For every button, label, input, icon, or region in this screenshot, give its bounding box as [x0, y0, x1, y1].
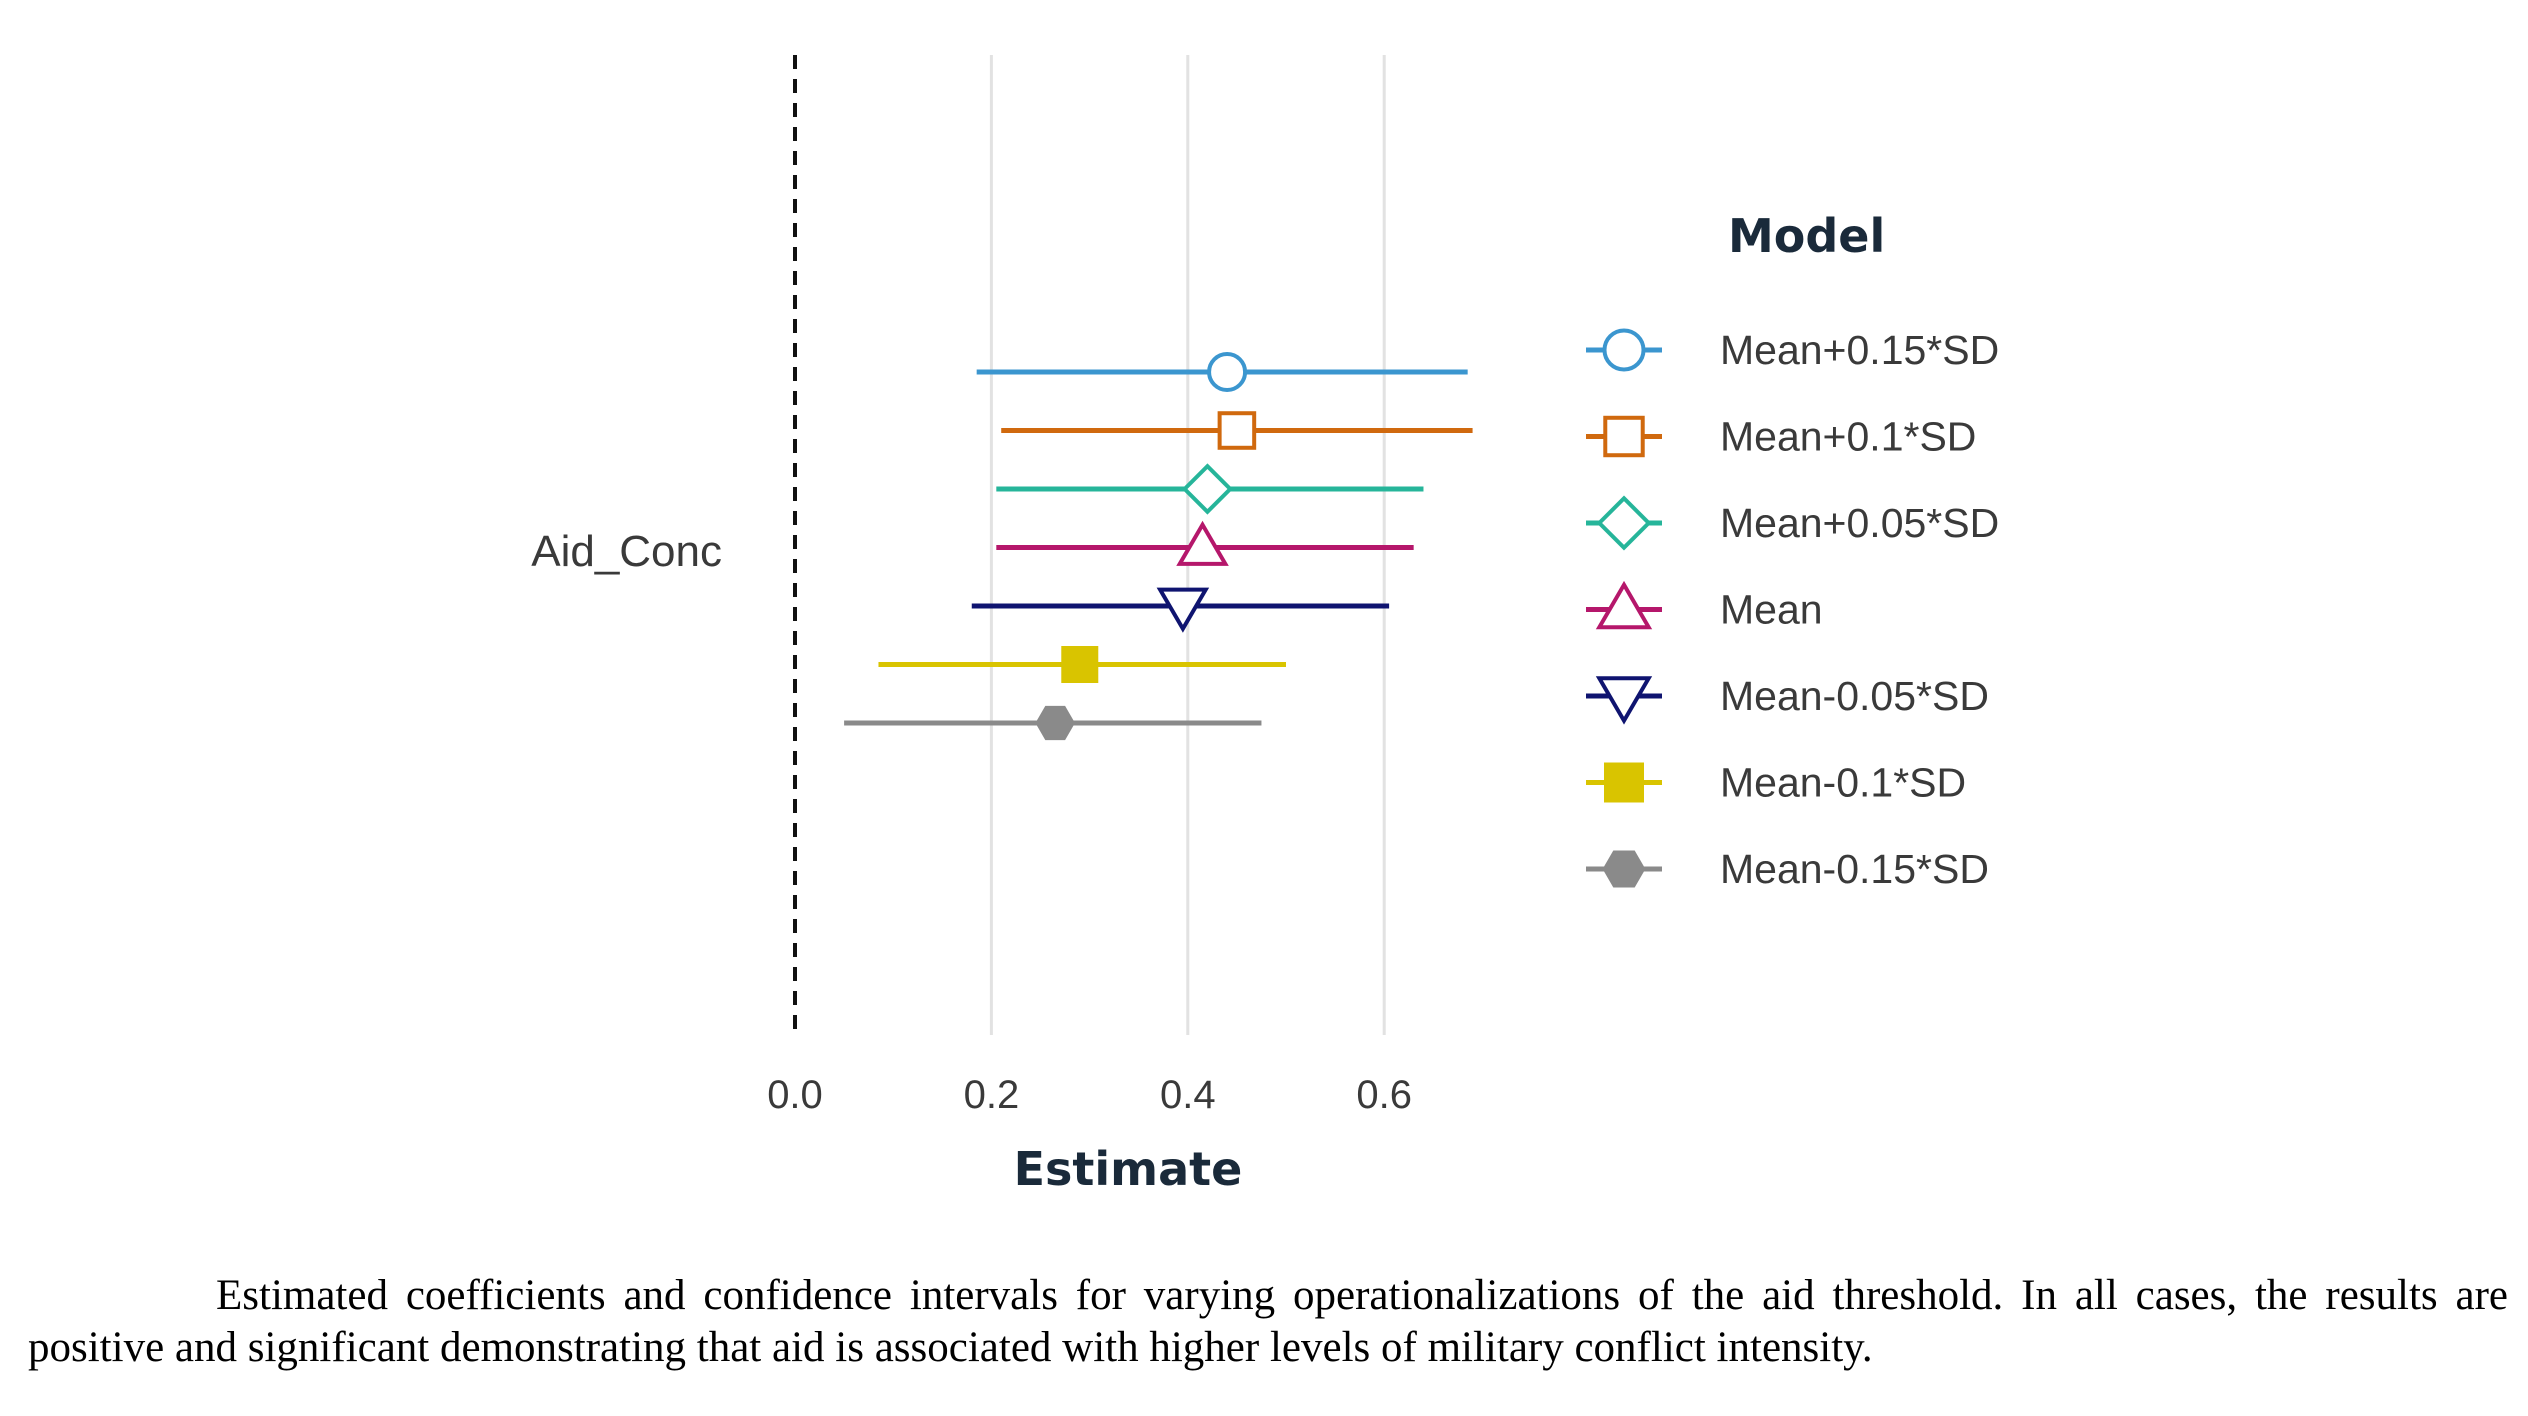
- estimate-point: [1181, 463, 1234, 515]
- legend-title: Model: [1728, 209, 1885, 263]
- legend-label: Mean+0.15*SD: [1720, 327, 1999, 373]
- legend-item: Mean-0.1*SD: [1586, 760, 1966, 806]
- legend-label: Mean+0.05*SD: [1720, 500, 1999, 546]
- coefficient-plot: 0.0 0.2 0.4 0.6 Aid_Conc Estimate Model Mea…: [531, 55, 1999, 1196]
- y-category-label: Aid_Conc: [531, 527, 722, 576]
- series-Mean-0.1*SD: [878, 646, 1286, 683]
- legend-key-marker: [1602, 328, 1646, 372]
- series-Mean+0.05*SD: [996, 463, 1424, 515]
- legend-label: Mean: [1720, 587, 1823, 633]
- legend-item: Mean+0.1*SD: [1586, 414, 1976, 460]
- legend-label: Mean+0.1*SD: [1720, 414, 1976, 460]
- legend-key-marker: [1603, 415, 1645, 458]
- x-axis-title: Estimate: [1014, 1142, 1243, 1196]
- estimate-point: [1176, 520, 1229, 566]
- estimate-point: [1035, 705, 1075, 741]
- estimate-point: [1156, 587, 1210, 633]
- legend-item: Mean: [1586, 580, 1823, 633]
- legend-item: Mean-0.15*SD: [1586, 846, 1989, 892]
- legend-key-marker: [1602, 850, 1646, 888]
- legend-item: Mean+0.15*SD: [1586, 327, 1999, 373]
- estimate-point: [1207, 352, 1248, 392]
- figure-caption: Estimated coefficients and confidence in…: [28, 1272, 2508, 1371]
- series-Mean+0.1*SD: [1001, 411, 1473, 450]
- series-Mean: [996, 520, 1414, 566]
- series-Mean+0.15*SD: [976, 352, 1468, 392]
- legend-label: Mean-0.1*SD: [1720, 760, 1966, 806]
- legend-key-marker: [1604, 762, 1644, 803]
- legend-label: Mean-0.15*SD: [1720, 846, 1989, 892]
- legend-key-marker: [1595, 580, 1653, 630]
- legend-key-marker: [1596, 495, 1652, 551]
- x-tick-label: 0.2: [964, 1073, 1020, 1117]
- estimate-point: [1061, 646, 1099, 683]
- series-Mean-0.05*SD: [971, 587, 1390, 633]
- series-Mean-0.15*SD: [844, 705, 1262, 741]
- x-tick-label: 0.0: [767, 1073, 823, 1117]
- legend-item: Mean+0.05*SD: [1586, 495, 1999, 551]
- legend-item: Mean-0.05*SD: [1586, 673, 1989, 725]
- legend: Mean+0.15*SD Mean+0.1*SD Mean+0.05*SD Mean M…: [1586, 327, 1999, 892]
- legend-label: Mean-0.05*SD: [1720, 673, 1989, 719]
- legend-key-marker: [1595, 676, 1653, 725]
- estimate-point: [1217, 411, 1257, 450]
- x-tick-label: 0.6: [1356, 1073, 1412, 1117]
- x-tick-label: 0.4: [1160, 1073, 1216, 1117]
- x-tick-labels: 0.0 0.2 0.4 0.6: [767, 1073, 1412, 1117]
- series-group: [844, 352, 1473, 741]
